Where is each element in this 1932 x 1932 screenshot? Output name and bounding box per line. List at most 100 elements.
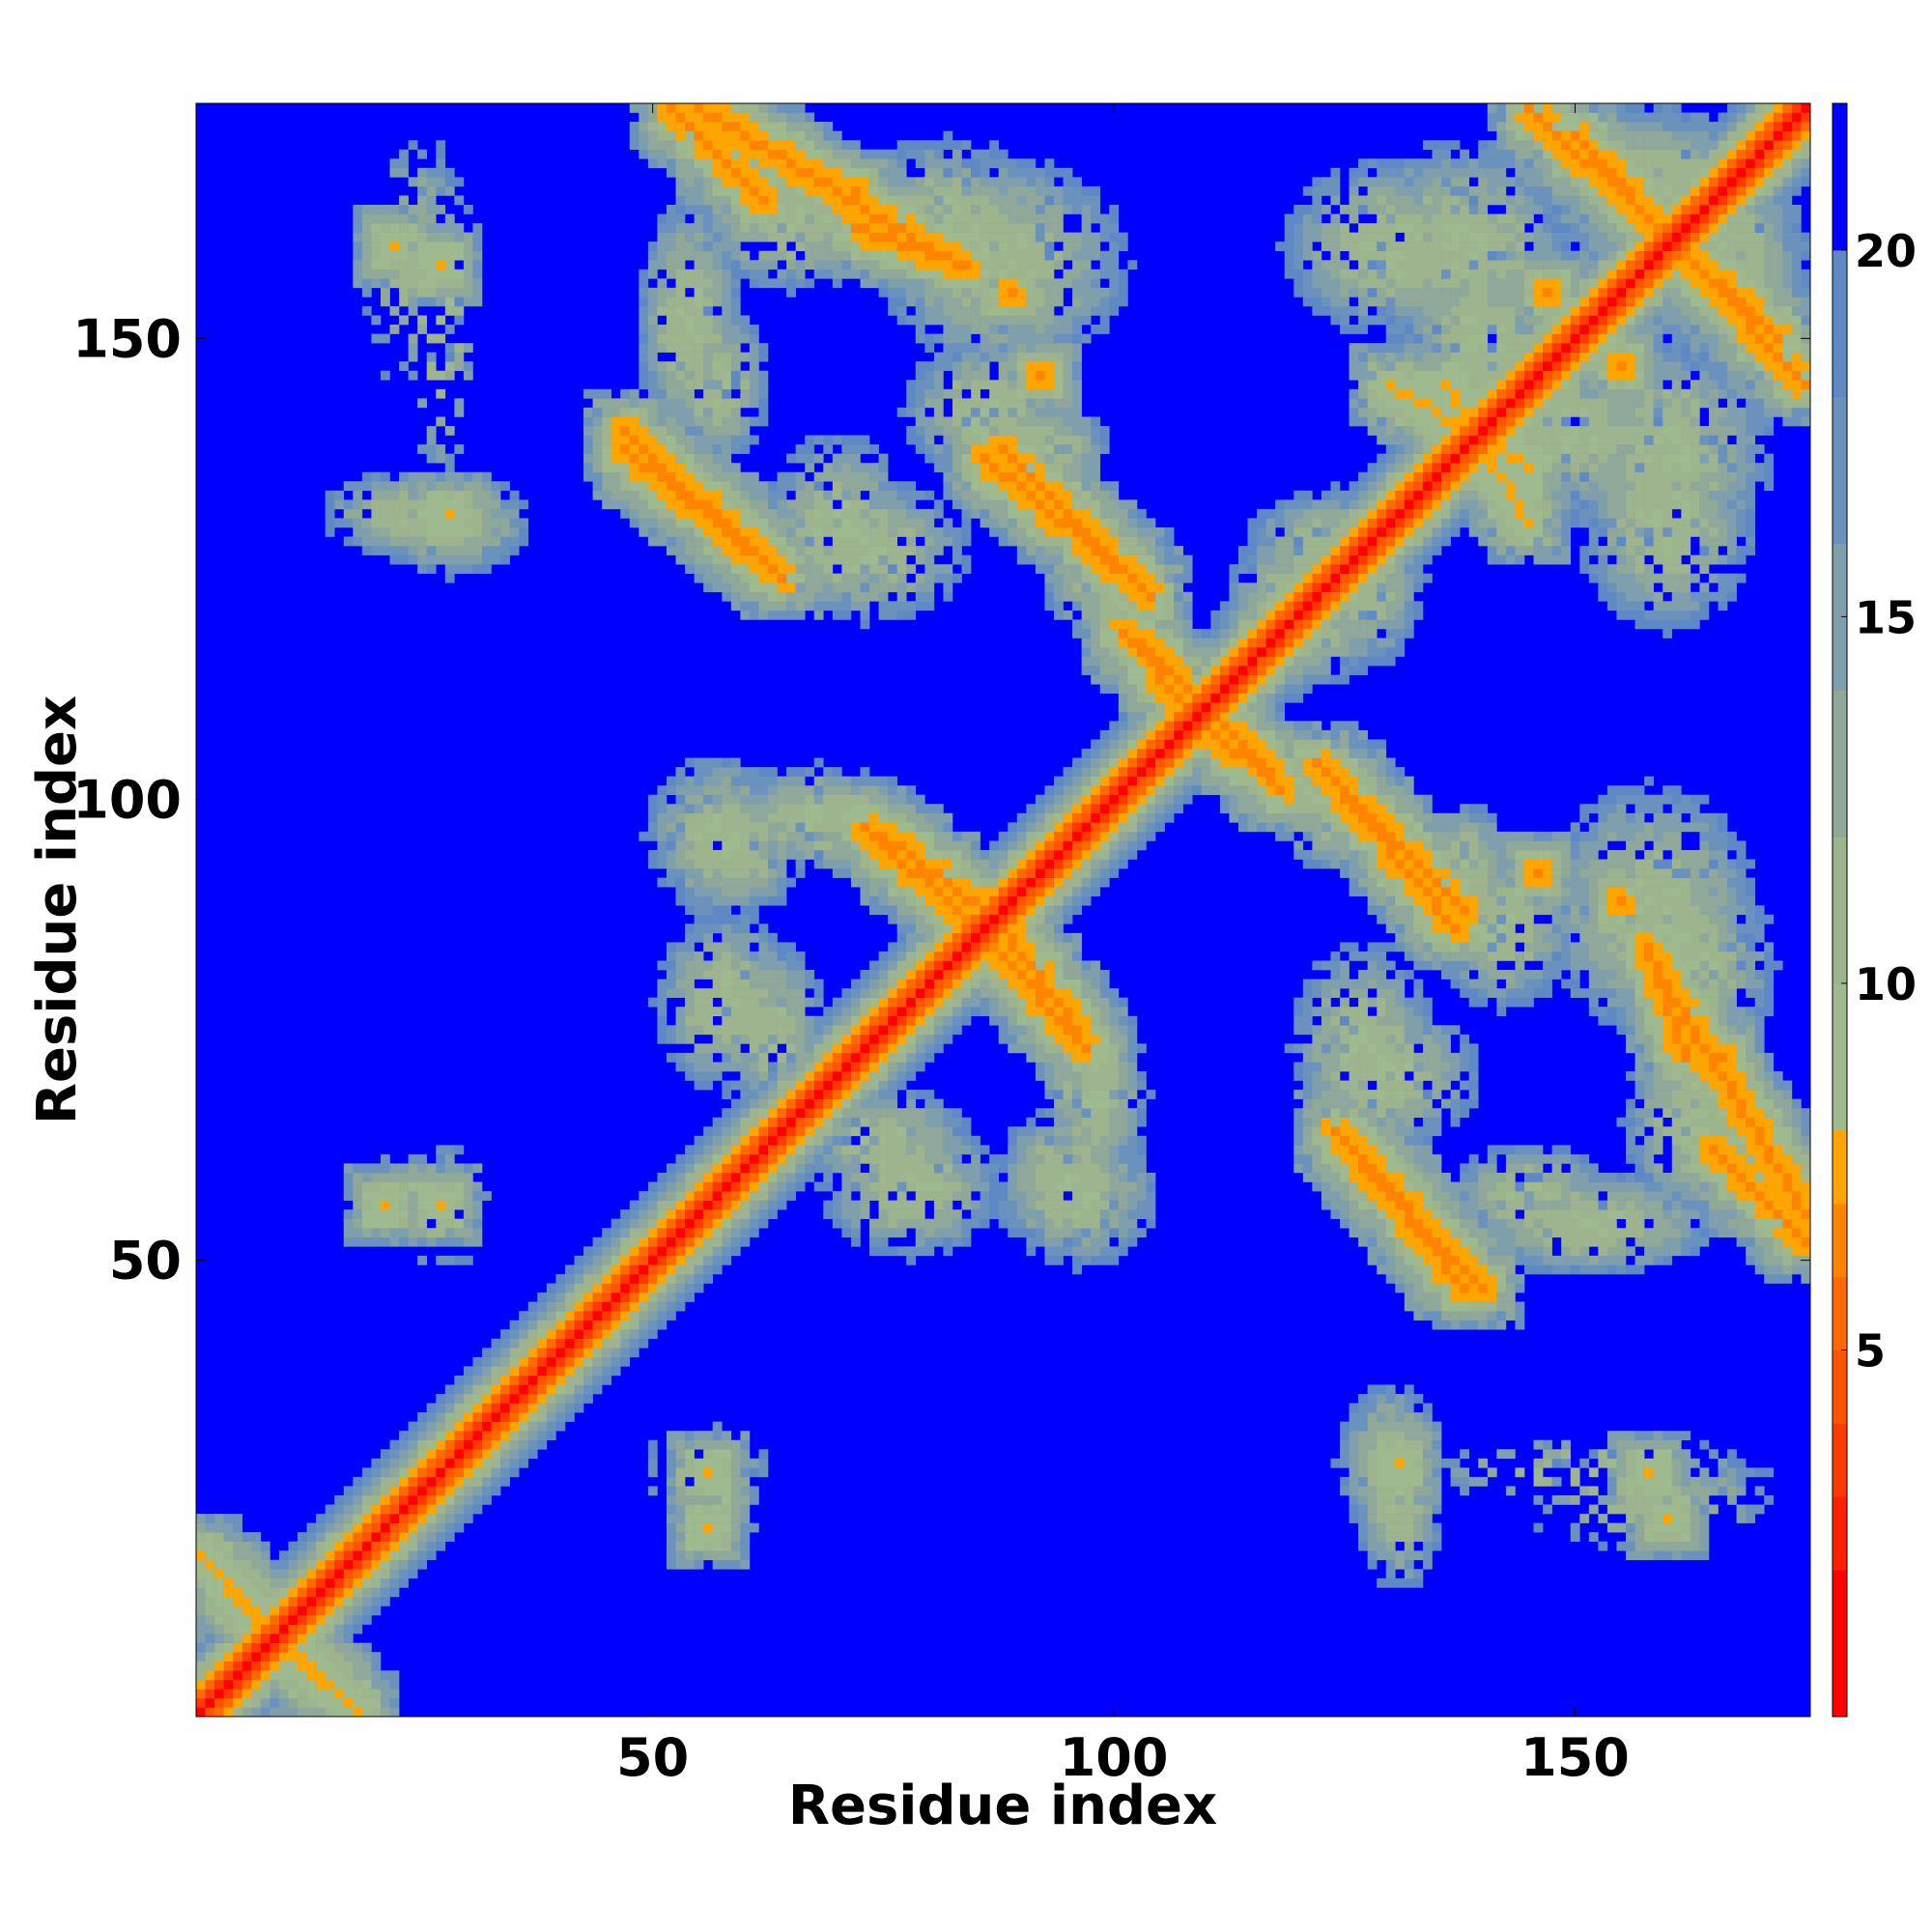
heatmap-cell	[768, 546, 778, 555]
heatmap-cell	[888, 518, 897, 528]
heatmap-cell	[444, 361, 455, 372]
heatmap-cell	[730, 185, 741, 196]
heatmap-cell	[749, 859, 759, 869]
heatmap-cell	[519, 536, 529, 547]
heatmap-cell	[472, 1236, 483, 1247]
heatmap-cell	[675, 305, 686, 316]
heatmap-cell	[592, 1338, 603, 1349]
heatmap-cell	[685, 195, 695, 206]
heatmap-cell	[353, 1228, 363, 1238]
heatmap-cell	[436, 388, 446, 399]
heatmap-cell	[361, 1541, 372, 1551]
heatmap-cell	[971, 970, 980, 980]
heatmap-cell	[805, 223, 815, 233]
heatmap-cell	[361, 1596, 372, 1606]
heatmap-cell	[426, 278, 437, 289]
heatmap-cell	[795, 130, 806, 141]
heatmap-cell	[712, 1264, 723, 1275]
heatmap-cell	[666, 213, 676, 224]
heatmap-cell	[841, 812, 852, 823]
heatmap-cell	[758, 804, 769, 814]
heatmap-cell	[952, 970, 962, 980]
heatmap-cell	[583, 1394, 593, 1404]
heatmap-cell	[343, 1514, 354, 1523]
heatmap-cell	[694, 1246, 704, 1257]
heatmap-cell	[712, 343, 723, 353]
heatmap-cell	[685, 1273, 695, 1284]
heatmap-cell	[805, 1071, 815, 1081]
heatmap-cell	[906, 242, 917, 251]
heatmap-cell	[647, 1449, 658, 1460]
heatmap-cell	[722, 232, 732, 242]
heatmap-cell	[242, 1596, 252, 1606]
heatmap-cell	[417, 223, 428, 233]
heatmap-cell	[685, 1541, 695, 1551]
heatmap-cell	[712, 1062, 723, 1072]
heatmap-cell	[924, 526, 935, 537]
heatmap-cell	[924, 518, 935, 528]
heatmap-cell	[961, 278, 972, 289]
heatmap-cell	[564, 1412, 575, 1422]
heatmap-cell	[943, 1181, 953, 1192]
heatmap-cell	[712, 895, 723, 906]
heatmap-cell	[666, 960, 676, 971]
heatmap-cell	[722, 1191, 732, 1201]
heatmap-cell	[980, 970, 990, 980]
heatmap-cell	[583, 1348, 593, 1358]
heatmap-cell	[805, 804, 815, 814]
heatmap-cell	[777, 112, 787, 123]
heatmap-cell	[998, 370, 1009, 381]
heatmap-cell	[602, 471, 611, 482]
heatmap-cell	[288, 1642, 298, 1653]
heatmap-cell	[334, 1504, 345, 1515]
heatmap-cell	[933, 951, 944, 961]
heatmap-cell	[758, 177, 769, 187]
heatmap-cell	[989, 250, 1000, 261]
heatmap-cell	[722, 195, 732, 206]
heatmap-cell	[500, 1366, 510, 1377]
heatmap-cell	[703, 1200, 714, 1210]
heatmap-cell	[519, 1329, 529, 1340]
heatmap-cell	[998, 1191, 1009, 1201]
heatmap-cell	[260, 1697, 270, 1708]
heatmap-cell	[694, 435, 704, 445]
heatmap-cell	[694, 536, 704, 547]
heatmap-cell	[878, 518, 889, 528]
heatmap-cell	[666, 370, 676, 381]
heatmap-cell	[933, 177, 944, 187]
heatmap-cell	[444, 1504, 455, 1515]
heatmap-cell	[639, 1329, 649, 1340]
heatmap-cell	[722, 840, 732, 851]
heatmap-cell	[971, 499, 980, 510]
heatmap-cell	[850, 1090, 861, 1099]
heatmap-cell	[989, 343, 1000, 353]
heatmap-cell	[915, 158, 925, 169]
heatmap-cell	[417, 287, 428, 298]
heatmap-cell	[768, 1145, 778, 1155]
heatmap-cell	[896, 1015, 907, 1026]
heatmap-cell	[389, 554, 400, 565]
heatmap-cell	[703, 1043, 714, 1054]
heatmap-cell	[896, 970, 907, 980]
heatmap-cell	[823, 195, 834, 206]
heatmap-cell	[1008, 1126, 1018, 1137]
heatmap-cell	[758, 508, 769, 519]
heatmap-cell	[943, 471, 953, 482]
heatmap-cell	[813, 195, 824, 206]
heatmap-cell	[389, 1541, 400, 1551]
heatmap-cell	[537, 1366, 548, 1377]
heatmap-cell	[980, 232, 990, 242]
heatmap-cell	[777, 158, 787, 169]
heatmap-cell	[703, 1191, 714, 1201]
heatmap-cell	[924, 287, 935, 298]
heatmap-cell	[758, 794, 769, 805]
heatmap-cell	[574, 1384, 584, 1395]
heatmap-cell	[896, 1172, 907, 1182]
heatmap-cell	[952, 1191, 962, 1201]
heatmap-cell	[813, 1098, 824, 1109]
heatmap-cell	[813, 1135, 824, 1146]
heatmap-cell	[685, 812, 695, 823]
heatmap-cell	[989, 1181, 1000, 1192]
heatmap-cell	[325, 1532, 335, 1542]
heatmap-cell	[878, 287, 889, 298]
